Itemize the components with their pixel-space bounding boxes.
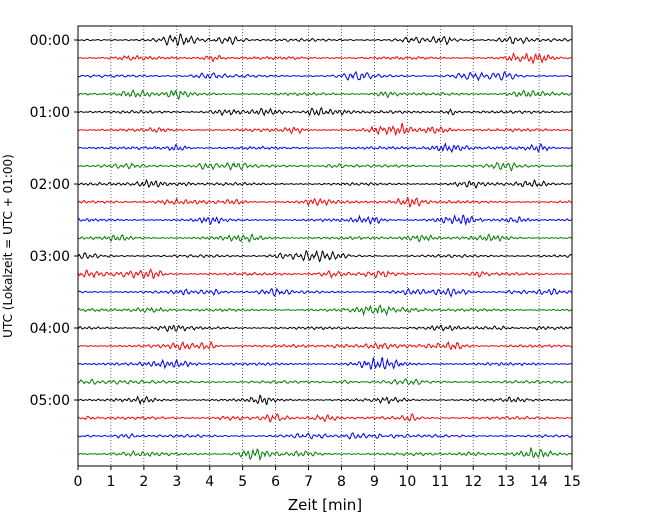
y-tick-label-4: 04:00 [30,321,70,337]
trace-7 [77,161,572,172]
x-tick-label-0: 0 [74,474,83,490]
x-tick-label-14: 14 [530,474,548,490]
trace-6 [77,142,572,154]
trace-21 [78,413,572,423]
trace-23 [77,446,572,462]
x-tick-label-8: 8 [337,474,346,490]
trace-4 [77,107,572,117]
x-tick-label-13: 13 [497,474,515,490]
trace-19 [77,378,572,386]
y-axis: 00:00 01:00 02:00 03:00 04:00 05:00 [30,33,78,409]
x-tick-label-7: 7 [304,474,313,490]
y-tick-label-0: 00:00 [30,33,70,49]
trace-9 [77,196,572,208]
x-tick-label-12: 12 [464,474,482,490]
trace-5 [77,122,572,137]
x-tick-label-10: 10 [398,474,416,490]
trace-8 [77,178,572,189]
trace-22 [77,432,572,440]
trace-17 [77,340,572,351]
x-tick-label-3: 3 [172,474,181,490]
trace-14 [77,287,572,298]
y-tick-label-3: 03:00 [30,249,70,265]
trace-group [77,33,572,462]
x-tick-label-5: 5 [238,474,247,490]
grid-lines [110,26,540,466]
y-tick-label-2: 02:00 [30,177,70,193]
x-tick-label-15: 15 [563,474,581,490]
y-tick-label-5: 05:00 [30,393,70,409]
trace-16 [77,324,572,333]
x-axis-label: Zeit [min] [288,496,362,514]
y-axis-label: UTC (Lokalzeit = UTC + 01:00) [1,154,15,338]
trace-20 [77,394,572,406]
trace-13 [77,268,572,280]
x-tick-label-9: 9 [370,474,379,490]
trace-15 [77,304,572,317]
x-tick-label-2: 2 [139,474,148,490]
x-tick-label-1: 1 [106,474,115,490]
trace-11 [77,233,572,243]
trace-10 [77,214,572,227]
x-tick-label-11: 11 [431,474,449,490]
trace-2 [77,70,572,82]
x-axis: 0 1 2 3 4 5 6 7 8 9 10 11 12 13 14 15 [74,466,581,490]
trace-3 [77,88,572,101]
trace-1 [77,52,572,65]
y-tick-label-1: 01:00 [30,105,70,121]
x-tick-label-6: 6 [271,474,280,490]
trace-12 [77,249,572,263]
trace-18 [77,356,572,370]
x-tick-label-4: 4 [205,474,214,490]
plot-frame [77,25,573,467]
trace-0 [77,33,572,47]
